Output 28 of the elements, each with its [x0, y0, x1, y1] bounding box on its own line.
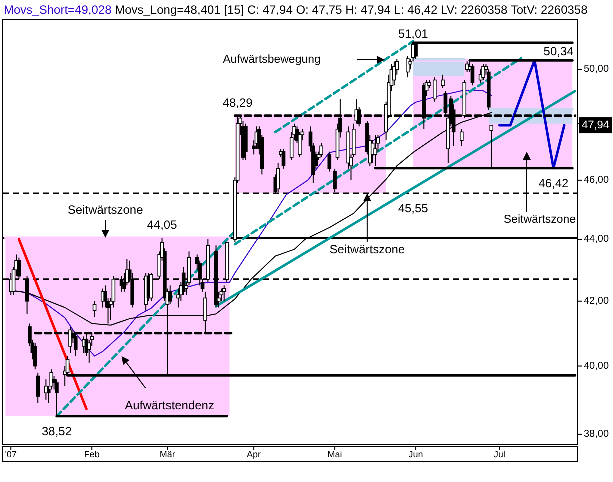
x-tick-label: Mär	[160, 449, 176, 460]
y-tick-label: 50,00	[584, 64, 610, 76]
annotation: Seitwärtszone	[504, 214, 576, 226]
annotation: 45,55	[398, 202, 429, 216]
y-tick-label: 42,00	[584, 296, 610, 308]
x-tick-label: Feb	[84, 449, 100, 460]
annotation: 50,34	[544, 44, 574, 59]
x-tick-label: Jun	[408, 449, 424, 460]
annotation: Seitwärtszone	[68, 203, 144, 218]
annotation: Seitwärtszone	[330, 242, 406, 257]
x-tick-label: '07	[5, 449, 17, 460]
x-tick-label: Apr	[247, 449, 262, 460]
chart-subtitle: Movs_Long=48,401 [15] C: 47,94 O: 47,75 H: 47,94 L: 46,42 LV: 2260358 TotV: 2260358	[112, 3, 588, 17]
annotation: 38,52	[42, 424, 72, 439]
chart-title: Movs_Short=49,028	[4, 3, 112, 17]
annotation: 48,29	[222, 96, 254, 110]
y-tick-label: 46,00	[584, 175, 610, 186]
annotation: 46,42	[538, 176, 570, 191]
annotation: Aufwärtstendenz	[125, 398, 214, 413]
x-tick-label: Mai	[328, 449, 342, 460]
y-tick-label: 40,00	[584, 360, 610, 372]
y-tick-label: 38,00	[584, 429, 610, 440]
y-tick-label: 44,00	[584, 234, 610, 246]
annotation: 51,01	[398, 27, 429, 42]
text: 47,94	[582, 119, 610, 132]
annotation: 44,05	[147, 218, 178, 232]
annotation: Aufwärtsbewegung	[223, 54, 321, 66]
x-tick-label: Jul	[494, 449, 506, 460]
